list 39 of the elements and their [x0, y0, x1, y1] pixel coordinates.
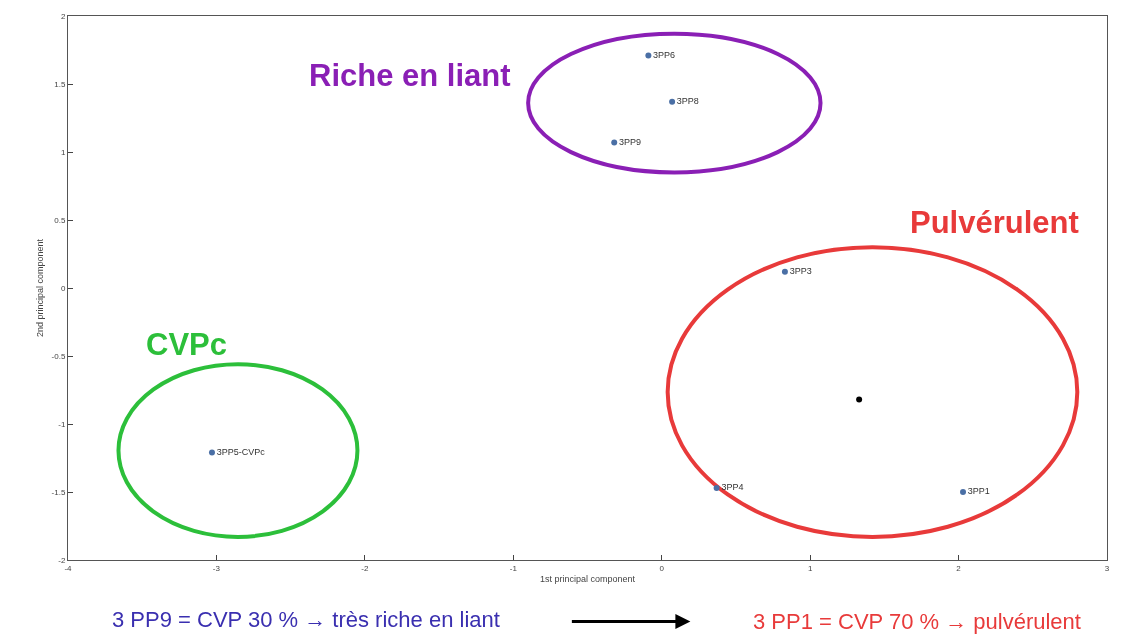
y-tick-label: -1.5 [51, 487, 66, 497]
text: 3 PP9 = CVP 30 % → très riche en liant [112, 607, 500, 632]
x-tick-label: -3 [212, 563, 221, 573]
point [208, 449, 215, 456]
x-tick-label: 1 [807, 563, 813, 573]
x-tick-label: -1 [509, 563, 518, 573]
y-tick-label: -0.5 [51, 351, 66, 361]
series-label: 3PP3 [789, 265, 812, 276]
point [645, 52, 652, 59]
series-label: 3PP4 [721, 482, 744, 493]
x-tick-label: 0 [659, 563, 665, 573]
series-label: 3PP5-CVPc [216, 446, 266, 457]
point [960, 489, 967, 495]
series-label: 3PP8 [676, 95, 699, 106]
series-label: 3PP9 [618, 136, 641, 147]
series-label: 3PP6 [653, 49, 676, 60]
y-tick-label: -1 [58, 419, 66, 429]
point [856, 396, 863, 403]
y-tick-label: 0.5 [54, 215, 66, 225]
annotation: Pulvérulent [910, 205, 1079, 240]
y-tick-label: -2 [58, 555, 66, 565]
y-tick-label: 1 [60, 147, 66, 157]
annotation: CVPc [146, 327, 227, 362]
x-tick-label: -2 [361, 563, 369, 573]
point [669, 98, 676, 105]
series-label: 3PP1 [967, 486, 990, 497]
annotation: Riche en liant [309, 58, 511, 93]
point [611, 139, 618, 146]
point [713, 484, 720, 491]
y-tick-label: 2 [60, 11, 66, 21]
y-axis-title: 2nd principal component [34, 238, 45, 338]
point [781, 268, 788, 275]
x-tick-label: 3 [1104, 563, 1110, 573]
x-tick-label: -4 [64, 563, 73, 573]
y-tick-label: 1.5 [54, 79, 66, 89]
x-axis-title: 1st principal component [539, 574, 636, 585]
text: 3 PP1 = CVP 70 % → pulvérulent [753, 609, 1081, 634]
y-tick-label: 0 [60, 283, 66, 293]
x-tick-label: 2 [956, 563, 962, 573]
